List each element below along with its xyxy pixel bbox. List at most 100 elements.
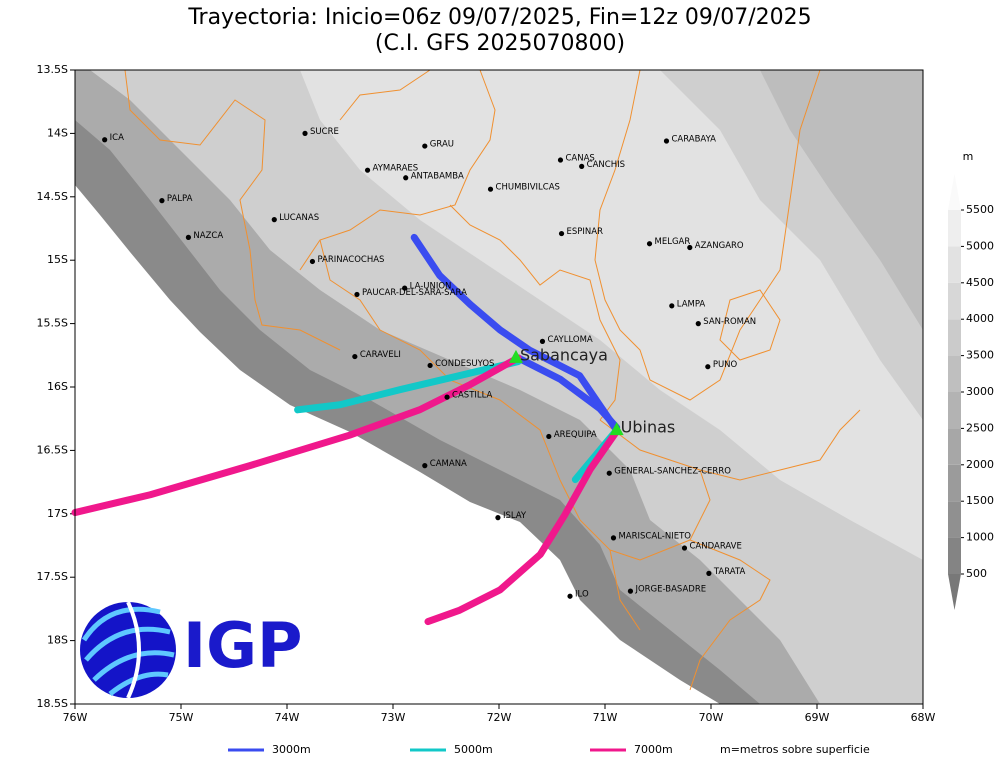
place-label: ICA [110, 133, 124, 143]
place-label: CONDESUYOS [435, 359, 494, 369]
colorbar-band [948, 246, 961, 283]
colorbar-band [948, 319, 961, 356]
place-label: GRAU [430, 140, 454, 150]
place-dot [309, 258, 316, 265]
place-label: CASTILLA [452, 391, 493, 401]
y-tick-label: 14S [47, 126, 68, 139]
place-dot [444, 394, 450, 400]
y-tick-label: 18S [47, 634, 68, 647]
place-dot [579, 163, 585, 169]
trajectories [71, 233, 621, 626]
place-label: CANCHIS [587, 160, 625, 170]
y-tick-label: 15.5S [37, 317, 68, 330]
place-label: MARISCAL-NIETO [618, 531, 691, 541]
legend-label: 7000m [634, 743, 673, 756]
place-label: GENERAL-SANCHEZ-CERRO [614, 467, 731, 477]
place-dot [558, 230, 565, 237]
legend-label: 5000m [454, 743, 493, 756]
border [599, 409, 861, 691]
colorbar-label: 500 [966, 567, 987, 580]
colorbar-label: 5000 [966, 239, 994, 252]
place-dot [422, 463, 428, 469]
place-label: CAYLLOMA [547, 335, 592, 345]
volcano-label: Ubinas [621, 418, 676, 437]
borders [124, 69, 861, 691]
trajectory [410, 233, 621, 434]
place-label: SUCRE [310, 127, 339, 137]
place-dot [185, 234, 192, 240]
terrain [75, 70, 923, 704]
place-label: MELGAR [655, 237, 691, 247]
title: Trayectoria: Inicio=06z 09/07/2025, Fin=… [187, 5, 811, 30]
place-label: LA-UNION [410, 282, 452, 292]
x-tick-label: 72W [487, 711, 512, 724]
legend-note: m=metros sobre superficie [720, 743, 870, 756]
x-tick-label: 69W [805, 711, 830, 724]
place-dot [610, 535, 617, 541]
logo-meridian [126, 601, 141, 699]
place-dot [352, 353, 358, 360]
volcanoes: Sabancaya Ubinas [508, 345, 676, 437]
trajectory [71, 354, 522, 517]
place-dot [567, 593, 573, 599]
border [449, 204, 621, 421]
colorbar-end [948, 574, 961, 610]
place-label: JORGE-BASADRE [634, 585, 706, 595]
border [124, 69, 341, 351]
place-label: ESPINAR [567, 227, 604, 237]
logo-text: IGP [183, 609, 302, 682]
place-label: TARATA [713, 567, 746, 577]
place-label: PAUCAR-DEL-SARA-SARA [362, 288, 467, 298]
logo-stripes [81, 606, 175, 696]
place-label: ANTABAMBA [411, 171, 464, 181]
place-dot [539, 338, 546, 344]
colorbar-label: 3500 [966, 349, 994, 362]
place-label: PUNO [713, 360, 738, 370]
colorbar-band [948, 501, 961, 538]
colorbar: m 500 1000 1500 2000 2500 3000 3500 4000 4500 500… [948, 150, 994, 610]
place-label: ISLAY [503, 511, 527, 521]
place-dot [354, 291, 360, 298]
place-dot [546, 433, 552, 440]
y-tick-label: 17S [47, 507, 68, 520]
border [319, 239, 561, 481]
x-tick-label: 74W [275, 711, 300, 724]
place-label: LAMPA [677, 299, 706, 309]
y-tick-label: 16S [47, 380, 68, 393]
y-tick-label: 15S [47, 253, 68, 266]
colorbar-label: 1500 [966, 494, 994, 507]
logo: IGP [80, 601, 302, 699]
place-label: CHUMBIVILCAS [496, 183, 560, 193]
colorbar-label: 5500 [966, 203, 994, 216]
place-label: PALPA [167, 194, 193, 204]
place-label: CANAS [565, 154, 594, 164]
place-label: ILO [575, 590, 589, 600]
place-label: CANDARAVE [690, 542, 742, 552]
place-label: LUCANAS [279, 213, 319, 223]
x-tick-label: 75W [169, 711, 194, 724]
place-dot [102, 137, 108, 143]
place-label: NAZCA [193, 231, 223, 241]
colorbar-band [948, 282, 961, 320]
volcano-marker [508, 349, 523, 363]
place-label: PARINACOCHAS [317, 255, 384, 265]
colorbar-end [948, 174, 961, 210]
place-dot [427, 362, 433, 369]
colorbar-label: 2000 [966, 458, 994, 471]
place-dot [403, 175, 409, 181]
colorbar-label: 3000 [966, 385, 994, 398]
place-dot [302, 130, 308, 136]
place-dot [706, 570, 712, 576]
colorbar-label: 4000 [966, 312, 994, 325]
place-label: CARABAYA [671, 135, 716, 145]
y-tick-label: 17.5S [37, 570, 68, 583]
place-label: SAN-ROMAN [703, 317, 756, 327]
place-dot [159, 198, 165, 204]
place-dot [669, 303, 675, 309]
colorbar-band [948, 355, 961, 392]
place-dot [663, 138, 670, 144]
